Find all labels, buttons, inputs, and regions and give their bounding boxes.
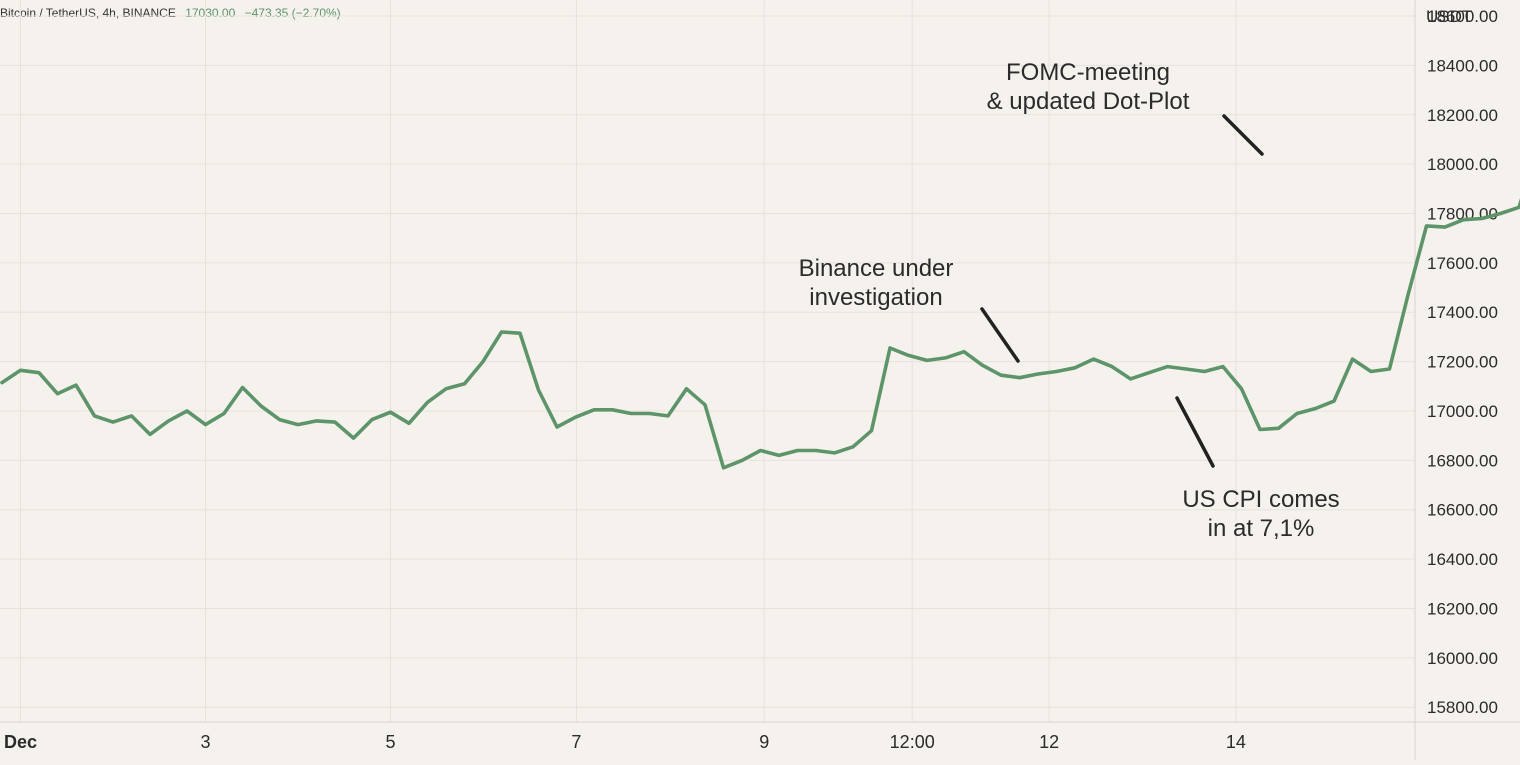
x-tick-label: Dec [4,732,37,752]
annotation-text: & updated Dot-Plot [987,88,1190,115]
annotation-text: in at 7,1% [1208,515,1315,542]
y-tick-label: 18200.00 [1427,106,1498,125]
y-tick-label: 16800.00 [1427,451,1498,470]
x-tick-label: 12:00 [890,732,935,752]
x-tick-label: 7 [571,732,581,752]
x-tick-label: 5 [385,732,395,752]
x-tick-label: 12 [1039,732,1059,752]
annotation-pointer [1224,116,1262,154]
y-axis-label: USDT [1426,7,1472,26]
y-tick-label: 18400.00 [1427,56,1498,75]
y-tick-label: 16400.00 [1427,550,1498,569]
y-tick-label: 18000.00 [1427,155,1498,174]
x-tick-label: 14 [1226,732,1246,752]
annotation-text: FOMC-meeting [1006,59,1170,86]
x-tick-label: 9 [759,732,769,752]
x-tick-label: 3 [200,732,210,752]
y-tick-label: 17000.00 [1427,402,1498,421]
y-tick-label: 17200.00 [1427,353,1498,372]
y-tick-label: 15800.00 [1427,698,1498,717]
price-line [2,149,1520,468]
annotation-pointer [1177,398,1213,466]
y-tick-label: 17600.00 [1427,254,1498,273]
y-tick-label: 17400.00 [1427,303,1498,322]
annotation-pointer [982,309,1018,361]
y-tick-label: 16200.00 [1427,599,1498,618]
annotation-text: Binance under [799,255,954,282]
y-tick-label: 16600.00 [1427,501,1498,520]
y-tick-label: 16000.00 [1427,649,1498,668]
annotation-text: investigation [809,284,942,311]
annotation-text: US CPI comes [1182,486,1339,513]
